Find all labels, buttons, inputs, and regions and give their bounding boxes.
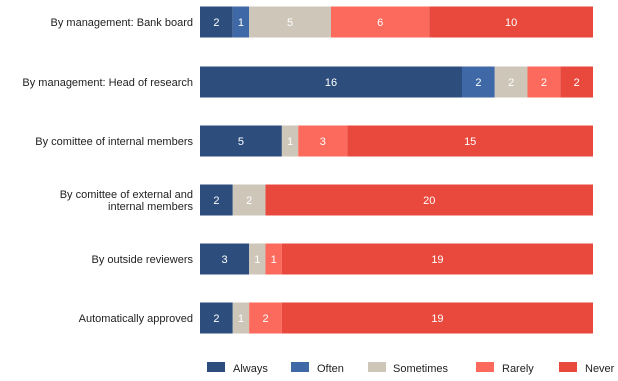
bar-segment-sometimes <box>232 302 250 334</box>
data-label: 20 <box>423 195 435 207</box>
bar-segment-always <box>200 184 233 216</box>
bar-segment-often <box>462 66 495 98</box>
legend: Always Often Sometimes Rarely Never <box>207 362 615 375</box>
bar-segment-never <box>281 243 593 275</box>
bar-segment-rarely <box>298 125 348 157</box>
bar-segment-never <box>281 302 593 334</box>
category-labels: By management: Bank board By management: … <box>22 17 193 325</box>
data-label: 2 <box>213 17 219 29</box>
data-label: 1 <box>271 254 277 266</box>
bar-segment-often <box>232 6 250 38</box>
data-label: 16 <box>325 77 337 89</box>
legend-label-rarely: Rarely <box>502 363 534 375</box>
bar-segment-never <box>347 125 593 157</box>
bar-segment-sometimes <box>281 125 299 157</box>
legend-label-often: Often <box>317 363 344 375</box>
bar-segment-sometimes <box>232 184 266 216</box>
bar-segment-always <box>200 302 233 334</box>
legend-label-always: Always <box>233 363 268 375</box>
bar-segment-always <box>200 125 282 157</box>
category-label: By management: Bank board <box>51 17 193 29</box>
data-label: 2 <box>508 77 514 89</box>
bar-segment-rarely <box>265 243 282 275</box>
data-label: 19 <box>431 254 443 266</box>
bar-segment-always <box>200 66 462 98</box>
legend-swatch-often <box>291 362 309 372</box>
bar-segment-rarely <box>331 6 430 38</box>
data-label: 2 <box>541 77 547 89</box>
data-label: 19 <box>431 313 443 325</box>
data-label: 1 <box>254 254 260 266</box>
data-label: 2 <box>213 313 219 325</box>
bar-segment-rarely <box>527 66 561 98</box>
category-label: By management: Head of research <box>22 77 193 89</box>
data-label: 2 <box>246 195 252 207</box>
bar-segment-sometimes <box>249 243 266 275</box>
legend-swatch-sometimes <box>368 362 386 372</box>
legend-swatch-rarely <box>476 362 494 372</box>
data-label: 10 <box>505 17 517 29</box>
data-label: 5 <box>238 136 244 148</box>
category-label: By comittee of internal members <box>35 136 193 148</box>
bar-segment-always <box>200 6 233 38</box>
data-label: 2 <box>475 77 481 89</box>
data-label: 1 <box>287 136 293 148</box>
legend-label-sometimes: Sometimes <box>393 363 449 375</box>
bar-segment-never <box>429 6 593 38</box>
data-label: 15 <box>464 136 476 148</box>
data-label: 5 <box>287 17 293 29</box>
data-label: 1 <box>238 313 244 325</box>
bar-segment-never <box>265 184 593 216</box>
category-label: By comittee of external and internal memb… <box>60 189 194 213</box>
data-label: 3 <box>222 254 228 266</box>
data-label: 3 <box>320 136 326 148</box>
bar-segment-sometimes <box>494 66 528 98</box>
legend-swatch-always <box>207 362 225 372</box>
category-label: By outside reviewers <box>92 254 194 266</box>
data-label: 2 <box>213 195 219 207</box>
data-label: 6 <box>377 17 383 29</box>
bar-segment-never <box>560 66 593 98</box>
bar-segment-always <box>200 243 250 275</box>
data-label: 2 <box>262 313 268 325</box>
bar-segment-rarely <box>249 302 282 334</box>
legend-swatch-never <box>559 362 577 372</box>
data-label: 1 <box>238 17 244 29</box>
category-label: Automatically approved <box>79 313 193 325</box>
bar-segment-sometimes <box>249 6 331 38</box>
legend-label-never: Never <box>585 363 615 375</box>
data-label: 2 <box>574 77 580 89</box>
